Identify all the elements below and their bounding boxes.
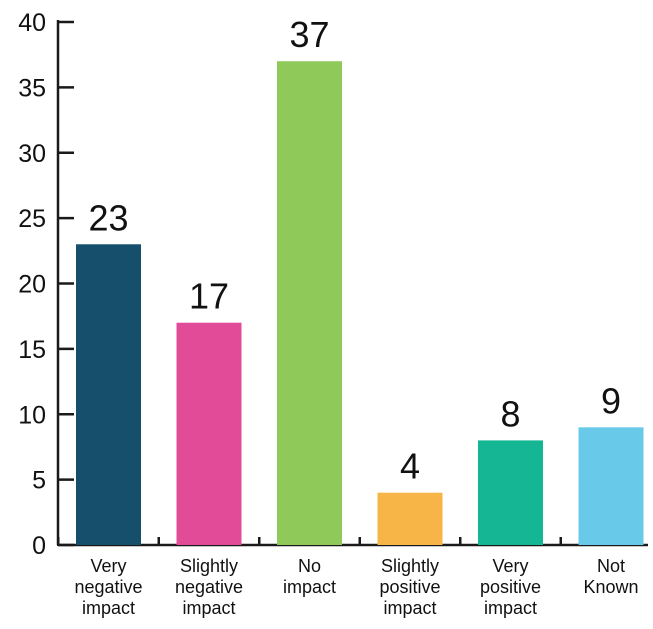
- y-tick-label: 10: [18, 401, 46, 429]
- x-tick-label: Slightly negative impact: [175, 556, 243, 618]
- y-tick-label: 15: [18, 336, 46, 364]
- data-label: 23: [88, 197, 128, 238]
- data-label: 17: [189, 276, 229, 317]
- x-tick-label: Very positive impact: [480, 556, 541, 618]
- data-labels: 23 17 37 4 8 9: [88, 14, 621, 486]
- data-label: 9: [601, 380, 621, 421]
- y-tick-label: 30: [18, 140, 46, 168]
- bar: [578, 427, 644, 545]
- data-label: 37: [289, 14, 329, 55]
- bars: [76, 61, 644, 545]
- bar: [377, 492, 443, 545]
- x-tick-label: Not Known: [583, 556, 638, 597]
- x-tick-label: Slightly positive impact: [379, 556, 440, 618]
- data-label: 8: [500, 393, 520, 434]
- y-tick-label: 25: [18, 205, 46, 233]
- x-tick-label: Very negative impact: [74, 556, 142, 618]
- x-tick-label: No impact: [283, 556, 336, 597]
- bar: [277, 61, 342, 545]
- bar: [176, 322, 242, 545]
- x-axis: Very negative impact Slightly negative impact…: [57, 537, 648, 618]
- bar: [478, 440, 543, 545]
- y-axis: 0 5 10 15 20 25 30 35 40: [18, 9, 74, 560]
- data-label: 4: [400, 446, 420, 487]
- y-tick-label: 35: [18, 74, 46, 102]
- bar: [76, 244, 141, 545]
- y-tick-label: 40: [18, 9, 46, 37]
- y-tick-label: 0: [32, 532, 46, 560]
- y-tick-label: 5: [32, 467, 46, 495]
- y-tick-label: 20: [18, 271, 46, 299]
